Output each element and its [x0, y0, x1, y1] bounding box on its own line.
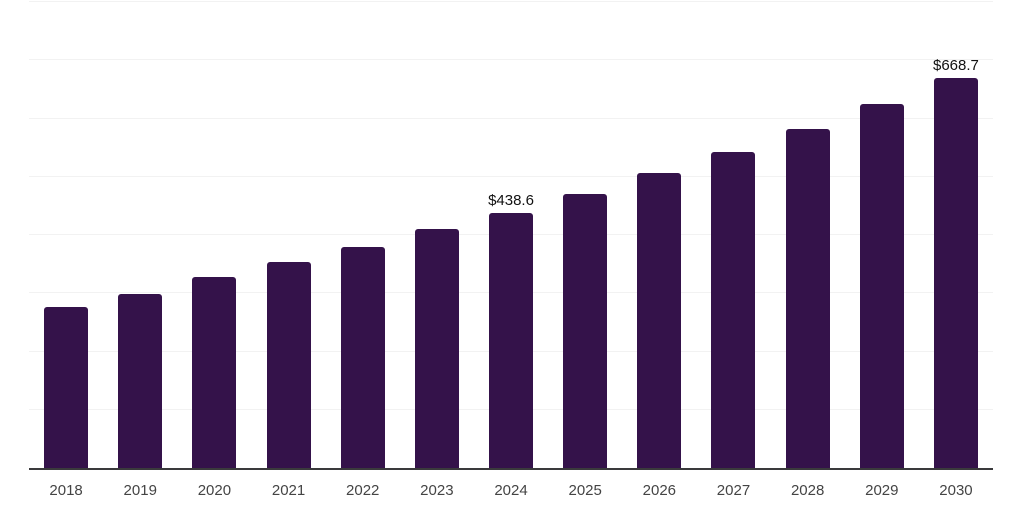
bar-2020 [192, 276, 237, 468]
value-label-2024: $438.6 [488, 191, 534, 209]
x-tick-2023: 2023 [420, 482, 454, 499]
bar-slot-2028 [771, 2, 845, 468]
x-tick-2025: 2025 [568, 482, 602, 499]
bar-2019 [118, 293, 163, 468]
x-tick-2027: 2027 [716, 482, 751, 499]
plot-area: $438.6 $668.7 [29, 1, 993, 470]
x-tick-2022: 2022 [346, 482, 380, 499]
gridline-600 [29, 117, 993, 119]
x-tick-2028: 2028 [790, 482, 825, 499]
bar-2018 [44, 307, 89, 468]
bar-slot-2027 [696, 2, 770, 468]
bar-slot-2020 [177, 2, 251, 468]
bar-slot-2026 [622, 2, 696, 468]
bar-slot-2021 [251, 2, 325, 468]
bar-2021 [266, 261, 311, 468]
x-axis-labels: 2018 2019 2020 2021 2022 2023 2024 2025 2026 2027… [29, 482, 993, 500]
value-label-2030: $668.7 [933, 57, 979, 75]
bar-slot-2024: $438.6 [474, 2, 548, 468]
bar-2030 [933, 78, 978, 468]
bar-slot-2030: $668.7 [919, 2, 993, 468]
bar-slot-2023 [400, 2, 474, 468]
x-tick-2018: 2018 [49, 482, 83, 499]
bars: $438.6 $668.7 [29, 2, 993, 468]
bar-slot-2025 [548, 2, 622, 468]
bar-slot-2029 [845, 2, 919, 468]
x-tick-2029: 2029 [865, 482, 899, 499]
gridline-700 [29, 59, 993, 61]
gridline-500 [29, 175, 993, 177]
bar-2022 [340, 246, 385, 468]
bar-2023 [414, 229, 459, 468]
x-tick-2030: 2030 [939, 482, 973, 499]
bar-slot-2019 [103, 2, 177, 468]
bar-2025 [563, 193, 608, 468]
x-tick-2020: 2020 [197, 482, 232, 499]
x-tick-2019: 2019 [123, 482, 157, 499]
bar-slot-2022 [326, 2, 400, 468]
bar-2027 [711, 152, 756, 468]
x-tick-2026: 2026 [642, 482, 677, 499]
bar-2028 [785, 129, 830, 468]
x-tick-2024: 2024 [494, 482, 528, 499]
bar-2024 [489, 212, 534, 468]
bar-slot-2018 [29, 2, 103, 468]
bar-2029 [859, 104, 904, 468]
gridline-800 [29, 1, 993, 2]
bar-2026 [637, 172, 682, 468]
x-tick-2021: 2021 [271, 482, 306, 499]
